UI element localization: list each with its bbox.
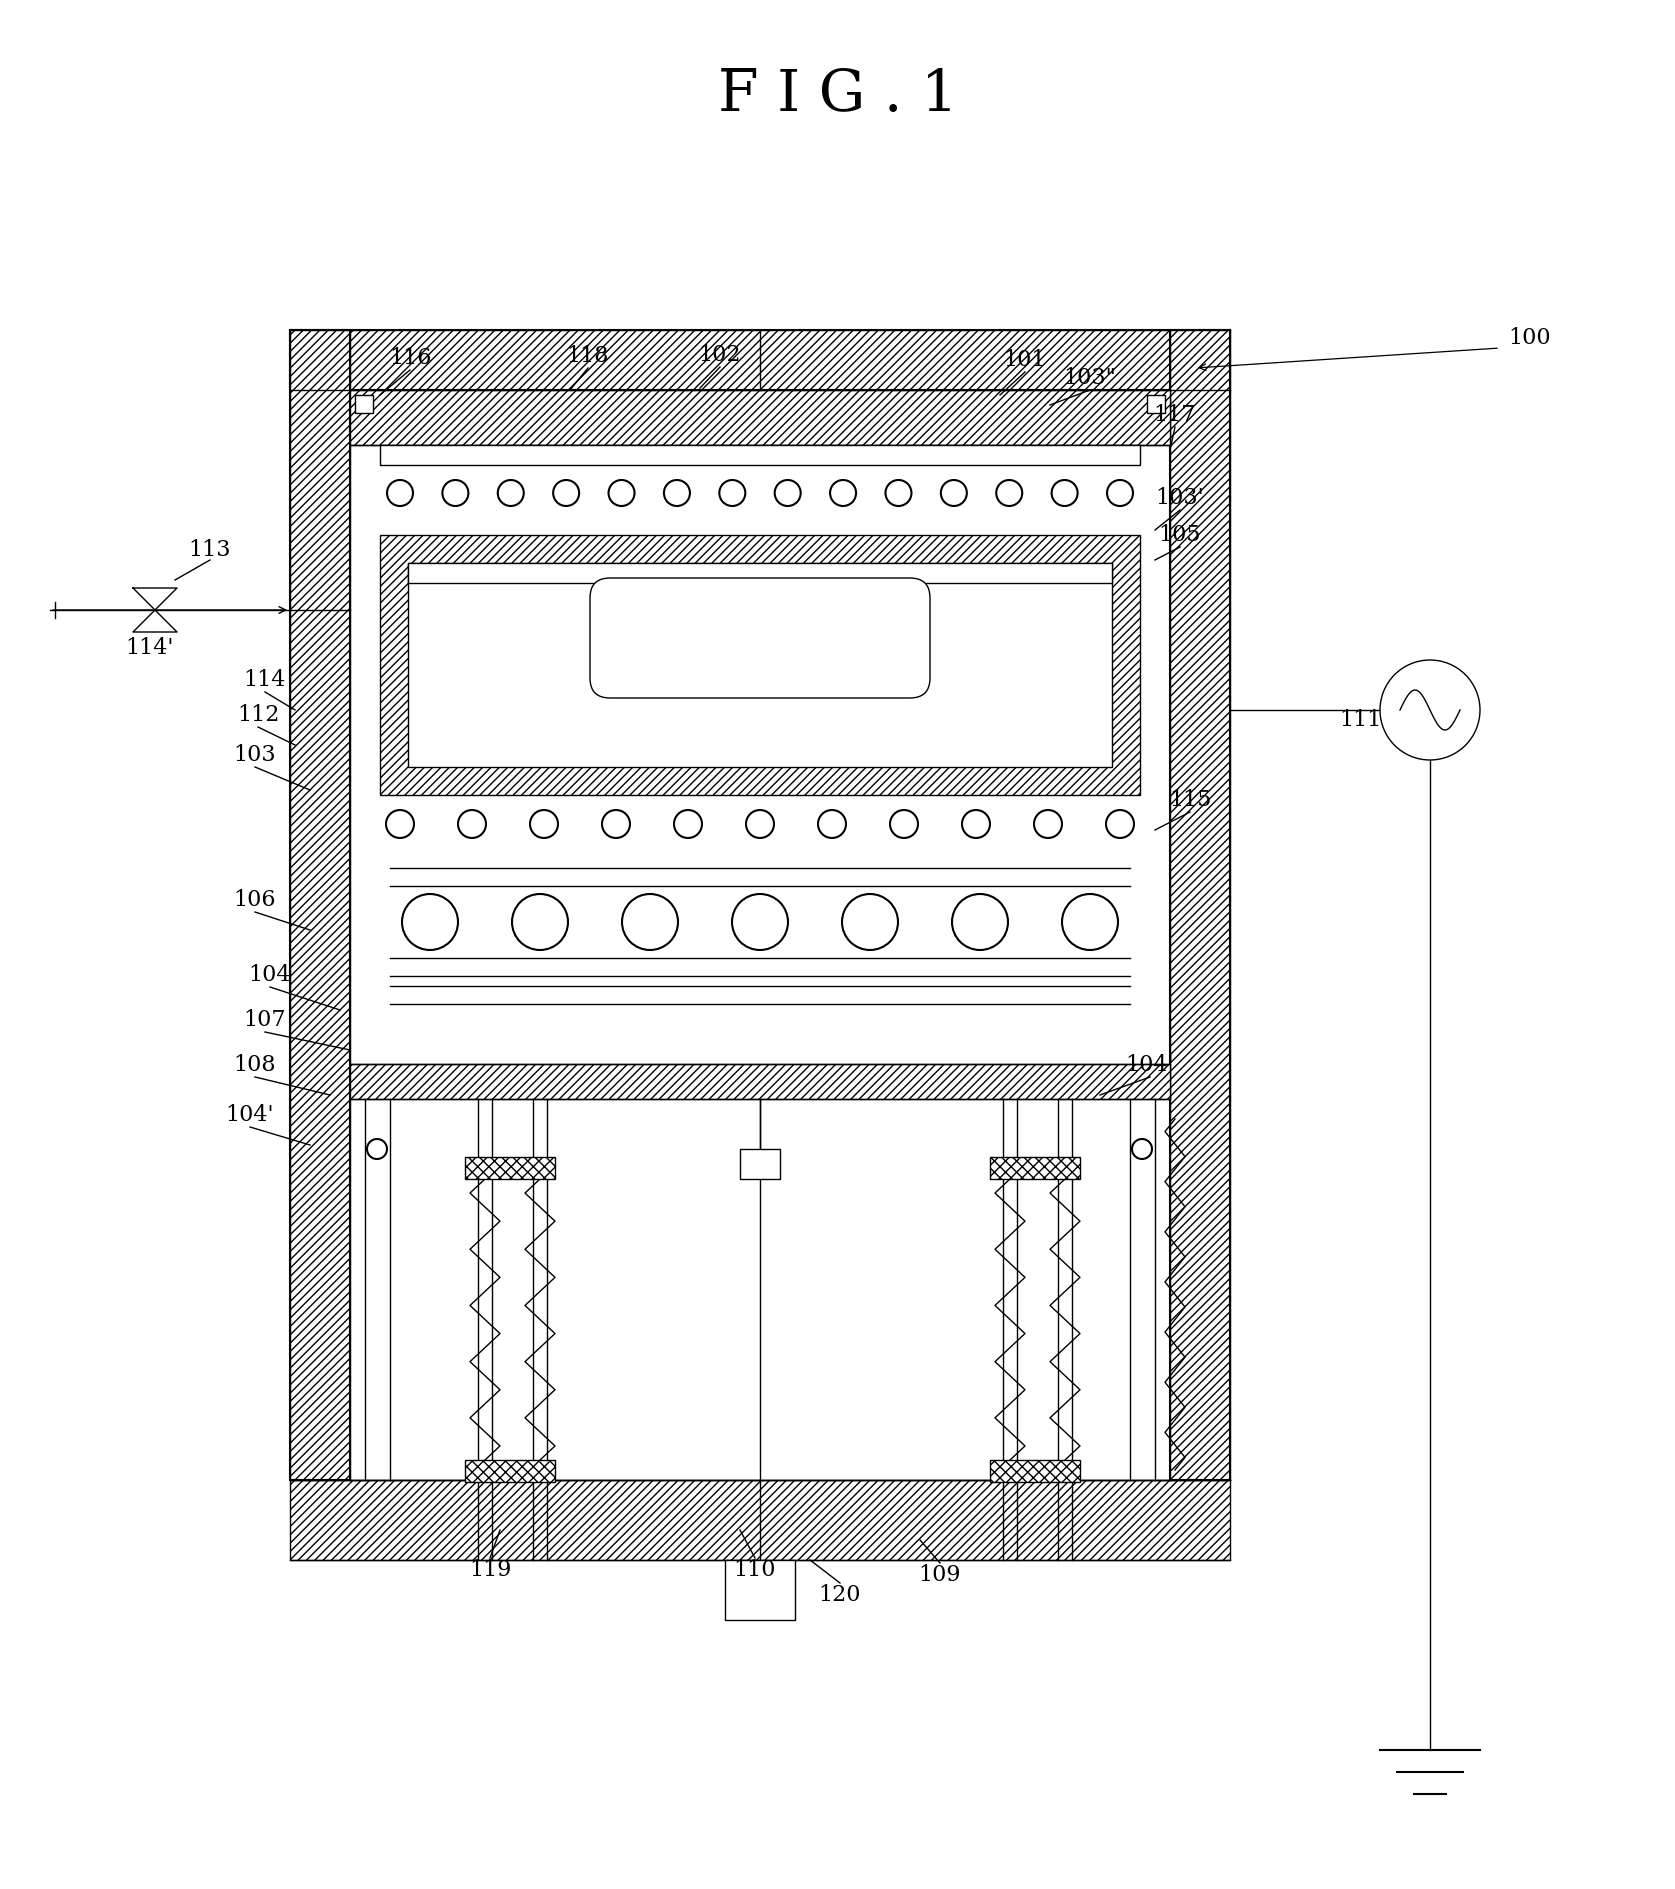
Text: 103": 103" — [1064, 366, 1116, 389]
Text: 112: 112 — [236, 705, 280, 725]
Circle shape — [367, 1139, 387, 1160]
Circle shape — [673, 810, 702, 839]
Circle shape — [1062, 893, 1117, 950]
Text: 118: 118 — [566, 346, 610, 366]
Text: 106: 106 — [235, 890, 276, 910]
Text: 104': 104' — [1126, 1054, 1174, 1077]
Bar — [290, 1479, 1229, 1560]
Text: 117: 117 — [1154, 404, 1196, 427]
Text: 116: 116 — [389, 348, 430, 368]
Circle shape — [776, 480, 801, 506]
Text: 107: 107 — [245, 1009, 286, 1031]
Bar — [990, 1156, 1080, 1179]
Bar — [409, 563, 1112, 584]
Circle shape — [621, 893, 678, 950]
Circle shape — [663, 480, 690, 506]
Text: 104': 104' — [226, 1103, 275, 1126]
Circle shape — [843, 893, 898, 950]
Bar — [990, 1460, 1080, 1483]
Circle shape — [817, 810, 846, 839]
Bar — [1147, 395, 1166, 414]
Text: 114': 114' — [126, 637, 174, 659]
Circle shape — [385, 810, 414, 839]
Circle shape — [1132, 1139, 1152, 1160]
Bar — [380, 446, 1141, 465]
Text: 111: 111 — [1338, 708, 1382, 731]
Text: 100: 100 — [1509, 327, 1551, 349]
Bar — [290, 331, 350, 1479]
Circle shape — [553, 480, 580, 506]
Circle shape — [997, 480, 1022, 506]
Circle shape — [1106, 810, 1134, 839]
Circle shape — [732, 893, 787, 950]
Circle shape — [497, 480, 524, 506]
Text: 105: 105 — [1159, 523, 1201, 546]
Circle shape — [831, 480, 856, 506]
Text: 101: 101 — [1003, 349, 1047, 370]
Circle shape — [513, 893, 568, 950]
Text: 102: 102 — [698, 344, 742, 366]
Bar — [466, 1460, 554, 1483]
Text: 109: 109 — [920, 1564, 961, 1587]
Bar — [409, 563, 1112, 767]
Circle shape — [941, 480, 966, 506]
Text: 113: 113 — [189, 538, 231, 561]
Text: 104: 104 — [250, 963, 291, 986]
Bar — [350, 389, 1171, 446]
FancyBboxPatch shape — [590, 578, 930, 699]
Circle shape — [745, 810, 774, 839]
Bar — [466, 1156, 554, 1179]
Text: 114: 114 — [245, 669, 286, 691]
Circle shape — [951, 893, 1008, 950]
Circle shape — [601, 810, 630, 839]
Circle shape — [608, 480, 635, 506]
Text: 108: 108 — [235, 1054, 276, 1077]
Circle shape — [961, 810, 990, 839]
Circle shape — [402, 893, 457, 950]
Circle shape — [1052, 480, 1077, 506]
Circle shape — [886, 480, 911, 506]
Bar — [355, 395, 374, 414]
Circle shape — [529, 810, 558, 839]
Text: 120: 120 — [819, 1585, 861, 1606]
Circle shape — [889, 810, 918, 839]
Bar — [350, 1064, 1171, 1099]
Text: 103': 103' — [1156, 487, 1204, 508]
Circle shape — [1380, 659, 1481, 759]
Circle shape — [387, 480, 414, 506]
Text: 115: 115 — [1169, 790, 1211, 810]
Text: F I G . 1: F I G . 1 — [717, 66, 958, 123]
Circle shape — [1033, 810, 1062, 839]
Bar — [290, 331, 1229, 389]
Circle shape — [719, 480, 745, 506]
Text: 119: 119 — [469, 1558, 511, 1581]
Circle shape — [457, 810, 486, 839]
Text: 110: 110 — [734, 1558, 776, 1581]
Circle shape — [1107, 480, 1132, 506]
Bar — [725, 1560, 796, 1621]
Bar — [380, 535, 1141, 795]
Bar — [740, 1149, 781, 1179]
Text: 103: 103 — [235, 744, 276, 767]
Bar — [1171, 331, 1229, 1479]
Circle shape — [442, 480, 469, 506]
